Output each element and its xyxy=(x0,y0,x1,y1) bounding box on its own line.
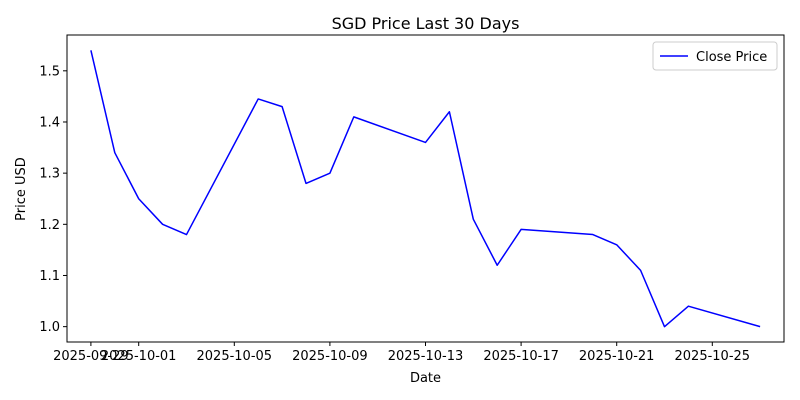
x-tick-label: 2025-10-09 xyxy=(292,349,368,364)
x-tick-label: 2025-10-21 xyxy=(579,349,655,364)
x-tick-label: 2025-09-29 xyxy=(53,349,129,364)
y-tick-label: 1.0 xyxy=(39,320,60,335)
x-tick-label: 2025-10-17 xyxy=(483,349,559,364)
y-tick-label: 1.2 xyxy=(39,218,60,233)
y-axis-title: Price USD xyxy=(14,157,29,221)
legend: Close Price xyxy=(652,41,778,71)
series-layer xyxy=(90,50,761,328)
x-tick-label: 2025-10-01 xyxy=(101,349,177,364)
y-axis: 1.0 1.1 1.2 1.3 1.4 1.5 xyxy=(39,64,67,335)
x-axis-title: Date xyxy=(410,371,441,386)
y-tick-label: 1.3 xyxy=(39,167,60,182)
chart-title: SGD Price Last 30 Days xyxy=(332,14,520,33)
x-tick-label: 2025-10-13 xyxy=(388,349,464,364)
y-tick-label: 1.1 xyxy=(39,269,60,284)
x-tick-label: 2025-10-25 xyxy=(675,349,751,364)
x-tick-label: 2025-10-05 xyxy=(197,349,273,364)
y-tick-label: 1.5 xyxy=(39,64,60,79)
legend-box xyxy=(652,41,778,71)
plot-area xyxy=(67,35,784,342)
plot-frame xyxy=(66,34,785,343)
legend-label: Close Price xyxy=(696,50,767,65)
y-tick-label: 1.4 xyxy=(39,115,60,130)
